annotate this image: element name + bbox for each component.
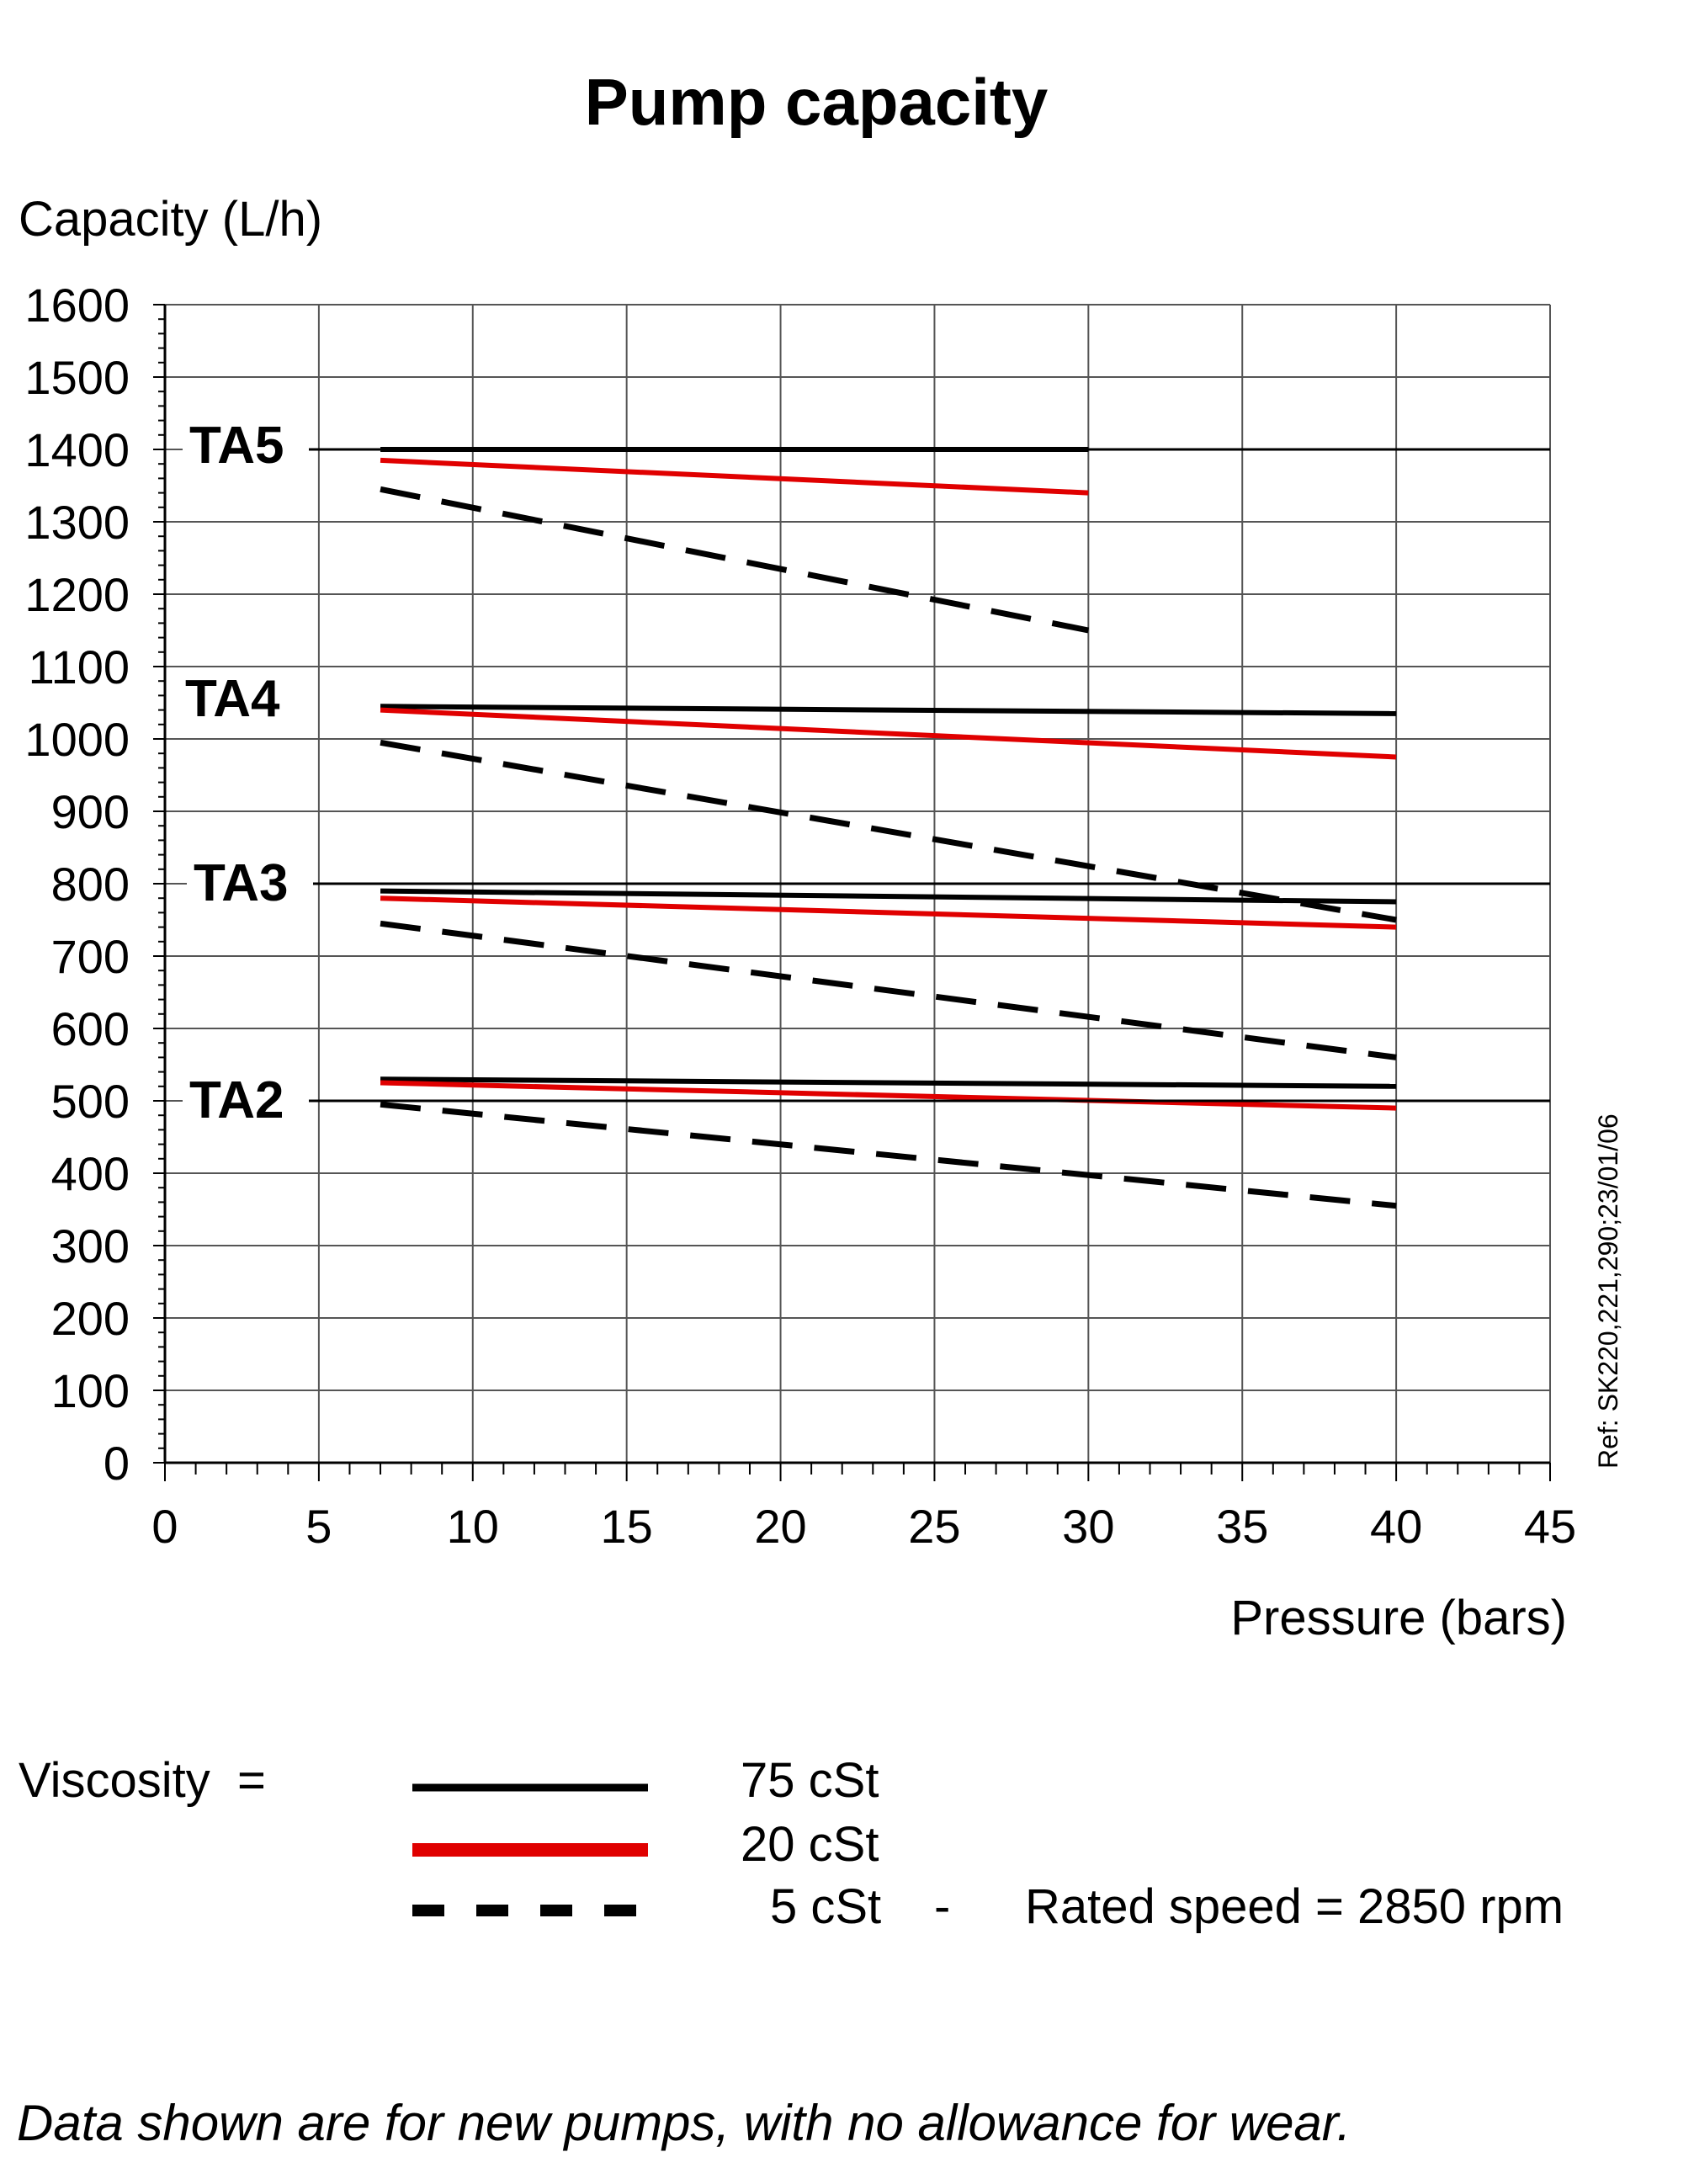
x-tick-label: 40 bbox=[1370, 1500, 1422, 1553]
y-tick-label: 200 bbox=[51, 1292, 130, 1345]
x-tick-label: 10 bbox=[447, 1500, 499, 1553]
x-tick-label: 0 bbox=[151, 1500, 178, 1553]
y-tick-label: 1000 bbox=[24, 713, 130, 766]
y-tick-label: 400 bbox=[51, 1147, 130, 1200]
pump-label: TA4 bbox=[185, 670, 280, 728]
legend-label-5cst: 5 cSt bbox=[770, 1879, 882, 1934]
pump-label-bg bbox=[187, 850, 313, 911]
series-line bbox=[380, 457, 1089, 496]
series-line bbox=[380, 895, 1397, 930]
series-line bbox=[380, 486, 1090, 634]
legend-label-20cst: 20 cSt bbox=[741, 1817, 879, 1872]
tick-labels: 0100200300400500600700800900100011001200… bbox=[24, 279, 1576, 1553]
series-line bbox=[380, 1101, 1397, 1209]
series-line bbox=[380, 920, 1397, 1060]
series-line bbox=[380, 707, 1397, 760]
legend-heading: Viscosity = bbox=[19, 1753, 266, 1808]
series-line bbox=[380, 704, 1397, 716]
x-tick-label: 25 bbox=[908, 1500, 960, 1553]
pump-labels: TA5 TA4 TA3 TA2 bbox=[178, 416, 1550, 1129]
y-tick-label: 100 bbox=[51, 1364, 130, 1417]
pump-label-bg bbox=[178, 669, 305, 730]
y-tick-label: 1400 bbox=[24, 423, 130, 476]
y-tick-label: 1200 bbox=[24, 568, 130, 621]
y-tick-label: 1300 bbox=[24, 496, 130, 549]
y-tick-label: 1100 bbox=[29, 640, 130, 693]
y-tick-label: 0 bbox=[104, 1437, 130, 1490]
legend-label-75cst: 75 cSt bbox=[741, 1753, 879, 1808]
x-tick-label: 5 bbox=[305, 1500, 332, 1553]
pump-label-bg bbox=[183, 1067, 309, 1128]
y-tick-label: 1500 bbox=[24, 351, 130, 404]
series-lines bbox=[380, 447, 1397, 1209]
y-tick-label: 600 bbox=[51, 1002, 130, 1055]
pump-label-bg bbox=[183, 416, 309, 476]
y-tick-label: 900 bbox=[51, 785, 130, 838]
x-tick-label: 30 bbox=[1062, 1500, 1114, 1553]
x-tick-label: 20 bbox=[754, 1500, 806, 1553]
x-tick-label: 35 bbox=[1216, 1500, 1268, 1553]
y-axis-label: Capacity (L/h) bbox=[19, 192, 322, 247]
pump-label: TA2 bbox=[189, 1071, 284, 1129]
series-line bbox=[380, 1080, 1397, 1111]
footnote: Data shown are for new pumps, with no al… bbox=[17, 2095, 1351, 2151]
axis-ticks bbox=[153, 304, 1551, 1481]
pump-label: TA3 bbox=[194, 854, 289, 912]
legend-swatches bbox=[412, 1783, 648, 1916]
y-tick-label: 700 bbox=[51, 930, 130, 983]
x-tick-label: 15 bbox=[601, 1500, 653, 1553]
y-tick-label: 1600 bbox=[24, 279, 130, 332]
y-tick-label: 500 bbox=[51, 1075, 130, 1128]
pump-label: TA5 bbox=[189, 417, 284, 475]
rated-speed-note: Rated speed = 2850 rpm bbox=[1025, 1879, 1564, 1934]
series-line bbox=[380, 1076, 1397, 1089]
x-axis-label: Pressure (bars) bbox=[1230, 1591, 1567, 1645]
chart-title: Pump capacity bbox=[585, 65, 1049, 139]
reference-note: Ref: SK220,221,290;23/01/06 bbox=[1593, 1113, 1623, 1469]
x-tick-label: 45 bbox=[1524, 1500, 1576, 1553]
y-tick-label: 800 bbox=[51, 858, 130, 911]
series-line bbox=[380, 888, 1397, 905]
y-tick-label: 300 bbox=[51, 1220, 130, 1273]
legend-separator: - bbox=[934, 1879, 951, 1934]
series-line bbox=[380, 739, 1397, 923]
